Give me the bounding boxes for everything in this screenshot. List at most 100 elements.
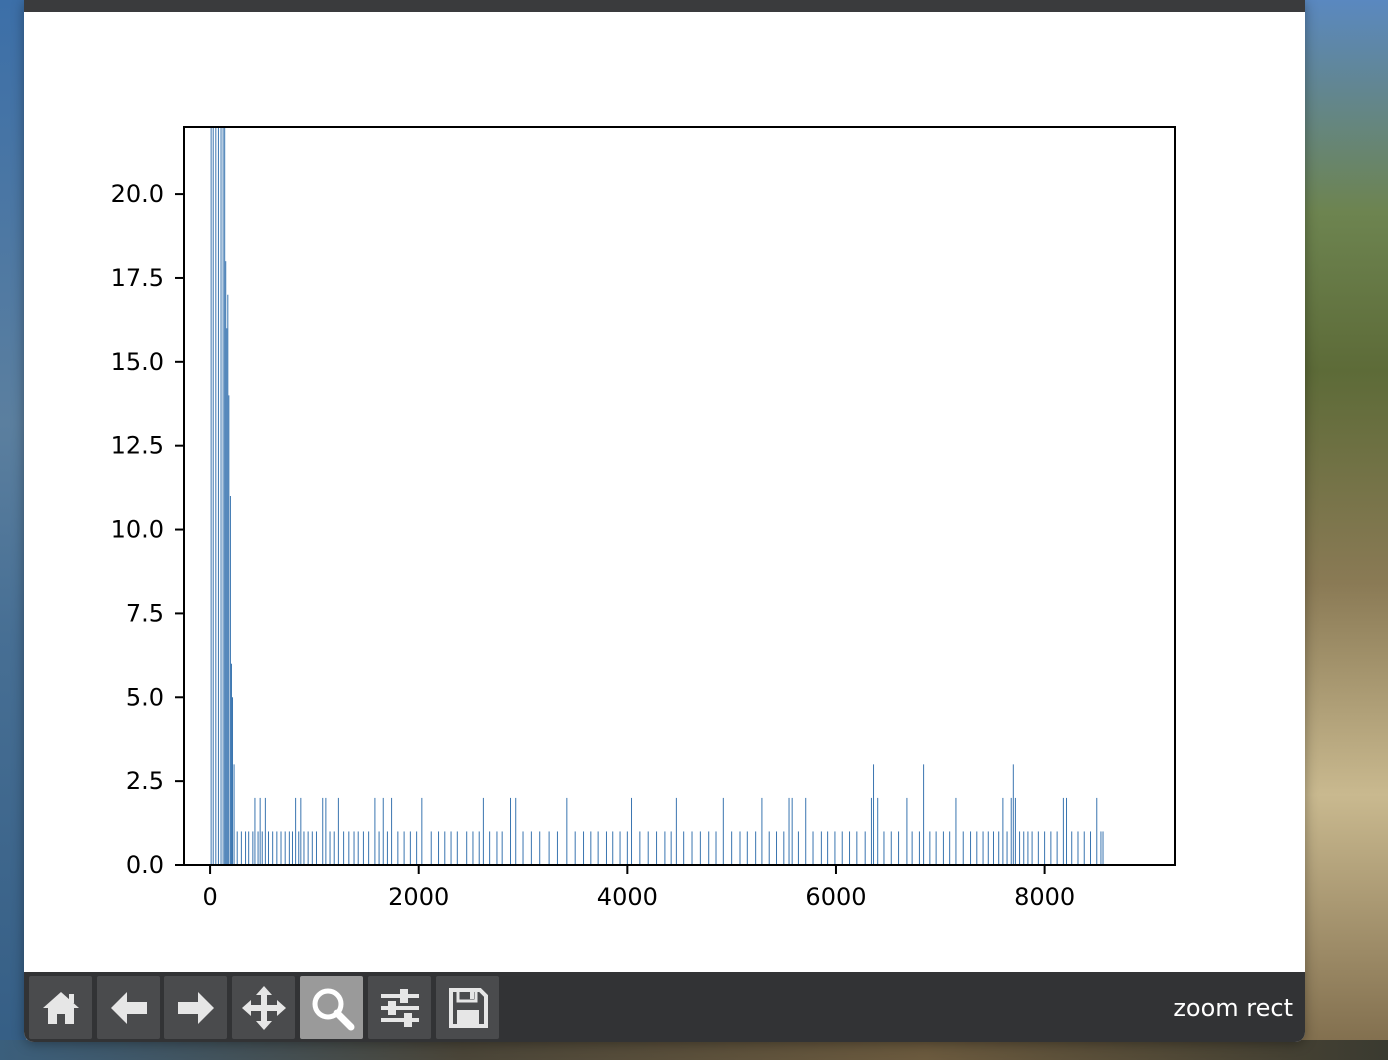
bar: [962, 831, 964, 865]
save-button[interactable]: [436, 976, 499, 1039]
window-titlebar[interactable]: [24, 0, 1305, 12]
y-tick-label: 0.0: [126, 851, 164, 879]
bar: [311, 831, 313, 865]
arrow-right-icon: [177, 991, 214, 1024]
bar: [699, 831, 701, 865]
bar: [583, 831, 585, 865]
home-icon: [42, 991, 79, 1024]
bar: [664, 831, 666, 865]
back-button[interactable]: [97, 976, 160, 1039]
zoom-button[interactable]: [300, 976, 363, 1039]
x-tick-label: 4000: [597, 883, 658, 911]
bar: [315, 831, 317, 865]
bar: [489, 831, 491, 865]
bar: [212, 127, 214, 865]
bar: [590, 831, 592, 865]
bar: [236, 831, 238, 865]
bar: [1062, 797, 1064, 865]
bar: [883, 831, 885, 865]
bar-chart[interactable]: 0.0 2.5 5.0 7.5 10.0 12.5 15.0 17.5 20.0 0 2000 40…: [24, 12, 1305, 972]
bar: [291, 831, 293, 865]
y-axis: 0.0 2.5 5.0 7.5 10.0 12.5 15.0 17.5 20.0: [111, 180, 184, 879]
bar: [1050, 831, 1052, 865]
bar: [987, 831, 989, 865]
bar: [348, 831, 350, 865]
bar: [226, 328, 228, 866]
home-button[interactable]: [29, 976, 92, 1039]
bar: [252, 831, 254, 865]
y-tick-label: 10.0: [111, 516, 164, 544]
bar: [478, 831, 480, 865]
bar: [656, 831, 658, 865]
bar: [403, 831, 405, 865]
bar: [768, 831, 770, 865]
bar: [482, 797, 484, 865]
bar: [797, 831, 799, 865]
bar: [233, 764, 235, 865]
bar: [539, 831, 541, 865]
subplots-button[interactable]: [368, 976, 431, 1039]
bar: [240, 831, 242, 865]
bar: [530, 831, 532, 865]
bar: [264, 797, 266, 865]
bar: [708, 831, 710, 865]
bar: [1100, 831, 1102, 865]
bar: [391, 797, 393, 865]
x-axis: 0 2000 4000 6000 8000: [202, 865, 1075, 911]
bar: [1096, 797, 1098, 865]
desktop-background-bottom: [0, 1040, 1388, 1060]
bar: [1023, 831, 1025, 865]
bar: [215, 127, 217, 865]
bar: [998, 831, 1000, 865]
bar: [325, 797, 327, 865]
bar: [955, 797, 957, 865]
bar: [1056, 831, 1058, 865]
bar: [322, 797, 324, 865]
arrow-left-icon: [110, 991, 147, 1024]
bar: [1019, 831, 1021, 865]
bar: [298, 831, 300, 865]
forward-button[interactable]: [164, 976, 227, 1039]
bar: [382, 797, 384, 865]
y-tick-label: 15.0: [111, 348, 164, 376]
bar: [856, 831, 858, 865]
bar: [683, 831, 685, 865]
bars: [210, 127, 1104, 866]
bar: [210, 127, 212, 865]
bar: [472, 831, 474, 865]
bar: [515, 797, 517, 865]
x-tick-label: 6000: [805, 883, 866, 911]
bar: [715, 831, 717, 865]
bar: [224, 127, 226, 865]
bar: [722, 797, 724, 865]
pan-button[interactable]: [232, 976, 295, 1039]
bar: [873, 764, 875, 865]
bar: [222, 127, 224, 865]
bar: [496, 831, 498, 865]
bar: [280, 831, 282, 865]
desktop-background-left: [0, 0, 26, 1060]
bar: [368, 831, 370, 865]
bar: [566, 797, 568, 865]
bar: [421, 797, 423, 865]
bar: [976, 831, 978, 865]
bar: [864, 831, 866, 865]
bar: [812, 831, 814, 865]
figure-canvas[interactable]: 0.0 2.5 5.0 7.5 10.0 12.5 15.0 17.5 20.0 0 2000 40…: [24, 12, 1305, 972]
bar: [272, 831, 274, 865]
bar: [619, 831, 621, 865]
bar: [362, 831, 364, 865]
desktop-background-right: [1300, 0, 1388, 1060]
bar: [918, 831, 920, 865]
bar: [949, 831, 951, 865]
figure-window: 0.0 2.5 5.0 7.5 10.0 12.5 15.0 17.5 20.0 0 2000 40…: [24, 0, 1305, 1042]
bar: [1010, 797, 1012, 865]
bar: [755, 831, 757, 865]
bar: [522, 831, 524, 865]
bar: [1031, 831, 1033, 865]
plot-frame: [183, 126, 1176, 866]
bar: [307, 831, 309, 865]
bar: [409, 831, 411, 865]
bar: [670, 831, 672, 865]
bar: [942, 831, 944, 865]
